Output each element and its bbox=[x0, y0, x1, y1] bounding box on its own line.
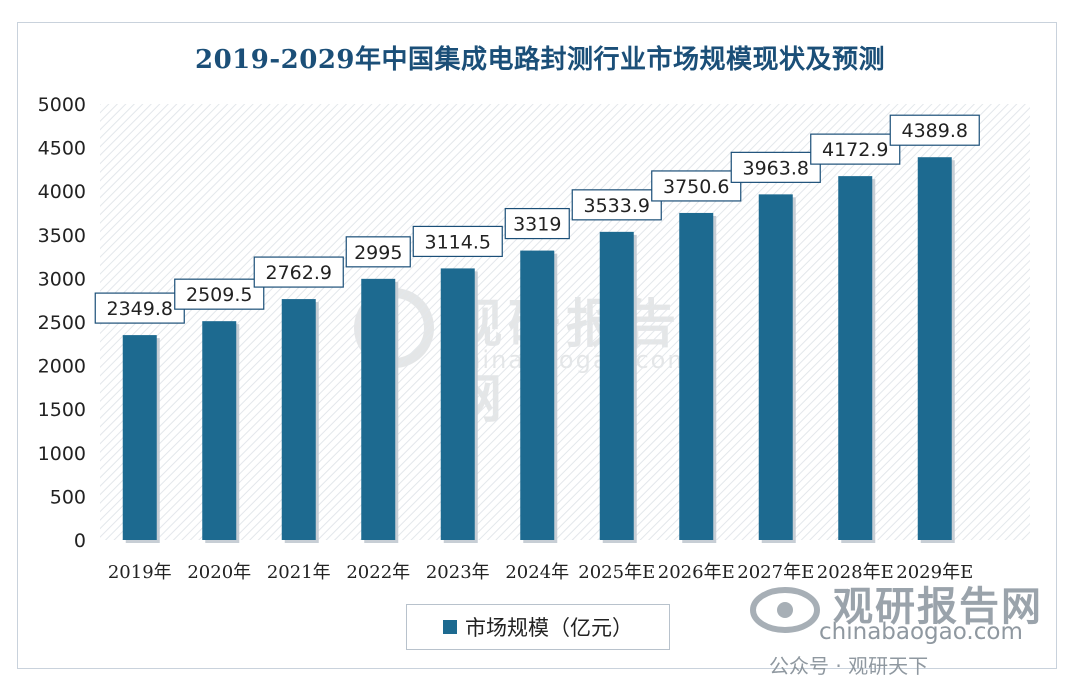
data-label-box bbox=[412, 225, 503, 258]
data-label-box bbox=[889, 114, 980, 146]
bar bbox=[679, 212, 714, 540]
x-tick-label: 2027年E bbox=[737, 562, 814, 583]
data-label-box bbox=[504, 207, 570, 240]
x-tick-label: 2022年 bbox=[346, 562, 410, 583]
x-tick-label: 2019年 bbox=[108, 562, 172, 583]
bar bbox=[361, 278, 396, 540]
x-tick-label: 2023年 bbox=[426, 562, 490, 583]
bar bbox=[281, 299, 316, 540]
data-label: 3319 bbox=[513, 214, 561, 236]
bar bbox=[599, 231, 634, 540]
y-tick-label: 4000 bbox=[38, 181, 86, 203]
data-label: 2762.9 bbox=[266, 262, 332, 284]
data-label-box bbox=[253, 256, 344, 288]
data-label-box bbox=[174, 278, 265, 310]
x-axis: 2019年 2020年 2021年 2022年 2023年 2024年 2025年E 2026… bbox=[108, 562, 973, 583]
data-label: 2509.5 bbox=[186, 284, 252, 306]
data-label-box bbox=[651, 170, 742, 202]
y-tick-label: 500 bbox=[50, 486, 86, 508]
x-tick-label: 2025年E bbox=[578, 562, 655, 583]
data-label: 4172.9 bbox=[822, 139, 888, 161]
bar bbox=[838, 176, 873, 541]
chart-title: 2019-2029年中国集成电路封测行业市场规模现状及预测 bbox=[194, 45, 886, 75]
bar bbox=[122, 335, 157, 540]
data-label: 2995 bbox=[354, 242, 402, 264]
data-label: 2349.8 bbox=[107, 298, 173, 320]
data-label: 3750.6 bbox=[663, 176, 729, 198]
y-axis: 0 500 1000 1500 2000 2500 3000 3500 4000 4500 5000 bbox=[38, 94, 86, 552]
y-tick-label: 2000 bbox=[38, 356, 86, 378]
legend: 市场规模（亿元） bbox=[406, 604, 670, 650]
data-labels: 2349.8 2509.5 2762.9 2995 3114.5 3319 3533.9 37… bbox=[94, 114, 980, 324]
x-tick-label: 2021年 bbox=[267, 562, 331, 583]
bar bbox=[758, 194, 793, 541]
x-tick-label: 2029年E bbox=[896, 562, 973, 583]
data-label: 4389.8 bbox=[902, 120, 968, 142]
bar bbox=[520, 250, 555, 541]
data-label-box bbox=[810, 133, 901, 165]
bar-series bbox=[122, 157, 955, 544]
x-tick-label: 2020年 bbox=[187, 562, 251, 583]
y-tick-label: 5000 bbox=[38, 94, 86, 116]
x-tick-label: 2024年 bbox=[505, 562, 569, 583]
y-tick-label: 1500 bbox=[38, 399, 86, 421]
watermark-publisher: 公众号 · 观研天下 bbox=[769, 654, 929, 678]
data-label-box bbox=[730, 151, 821, 183]
data-label: 3963.8 bbox=[743, 157, 809, 179]
x-tick-label: 2028年E bbox=[817, 562, 894, 583]
bar bbox=[440, 268, 475, 540]
data-label: 3114.5 bbox=[425, 231, 491, 253]
x-tick-label: 2026年E bbox=[658, 562, 735, 583]
data-label-box bbox=[345, 236, 411, 268]
y-tick-label: 4500 bbox=[38, 138, 86, 160]
watermark-brand: 观研报告网 bbox=[833, 584, 1043, 630]
y-tick-label: 1000 bbox=[38, 443, 86, 465]
brand-logo-icon bbox=[750, 587, 820, 633]
data-label-box bbox=[571, 189, 662, 221]
bar bbox=[917, 157, 952, 540]
bar bbox=[202, 321, 237, 540]
legend-swatch bbox=[443, 620, 457, 634]
y-tick-label: 3000 bbox=[38, 268, 86, 290]
plot-area bbox=[100, 104, 1030, 540]
y-tick-label: 0 bbox=[74, 530, 86, 552]
data-label: 3533.9 bbox=[584, 195, 650, 217]
y-tick-label: 3500 bbox=[38, 225, 86, 247]
legend-label: 市场规模（亿元） bbox=[465, 616, 633, 640]
y-tick-label: 2500 bbox=[38, 312, 86, 334]
watermark-url: chinabaogao.com bbox=[819, 619, 1023, 645]
corner-watermark: 观研报告网 chinabaogao.com 公众号 · 观研天下 bbox=[745, 572, 1065, 682]
